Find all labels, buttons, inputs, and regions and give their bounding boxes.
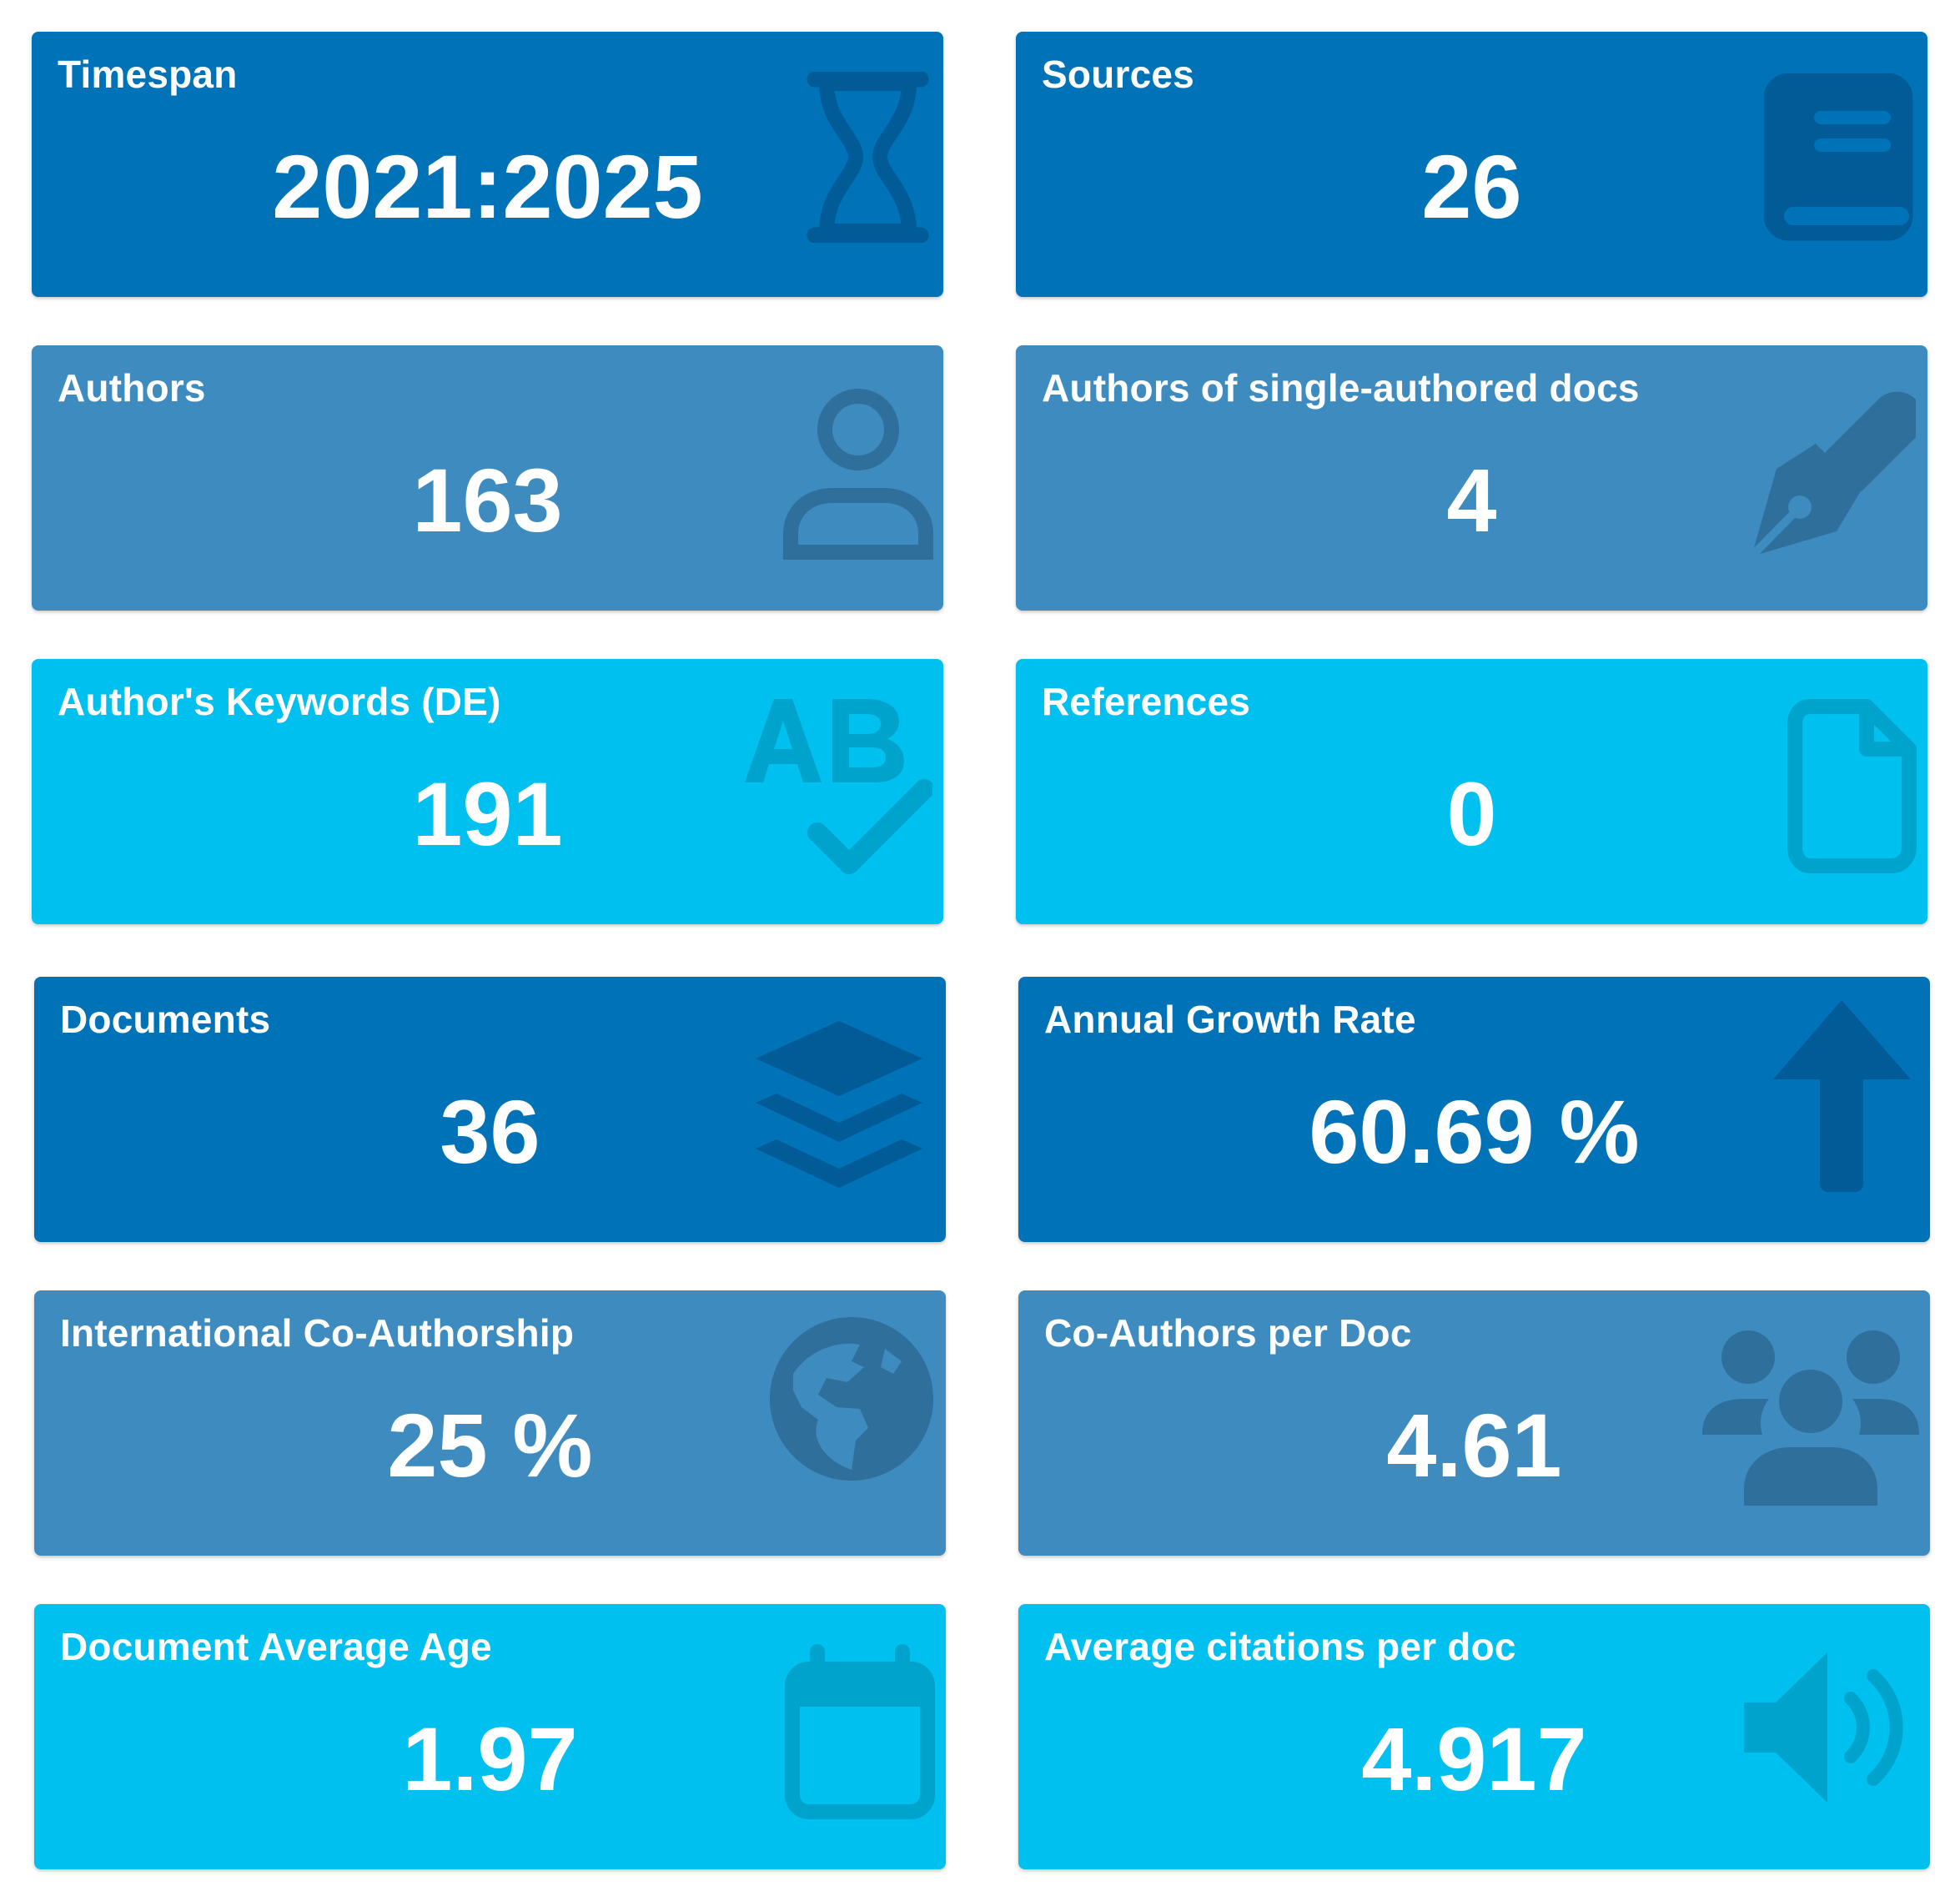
card-title: International Co-Authorship [60,1311,575,1355]
stat-card-timespan: Timespan 2021:2025 [32,32,943,297]
stat-card-intl-coauthorship: International Co-Authorship 25 % [34,1290,946,1556]
user-icon [782,385,934,561]
card-value: 60.69 % [1309,1081,1640,1182]
stat-card-coauthors-per-doc: Co-Authors per Doc 4.61 [1018,1290,1930,1556]
stat-card-documents: Documents 36 [34,977,946,1242]
card-value: 36 [440,1081,540,1182]
card-value: 191 [412,763,563,864]
arrow-up-icon [1773,1000,1911,1192]
card-title: Document Average Age [60,1625,492,1668]
calendar-icon [785,1644,935,1819]
layer-group-icon [751,1017,927,1192]
card-value: 1.97 [402,1708,578,1809]
card-title: Average citations per doc [1044,1625,1516,1668]
card-title: Documents [60,998,271,1041]
card-title: Annual Growth Rate [1044,998,1416,1041]
card-title: Authors [58,366,206,410]
card-value: 4.917 [1361,1708,1587,1809]
file-icon [1787,699,1917,874]
card-value: 0 [1446,763,1497,864]
stat-card-authors: Authors 163 [32,345,943,611]
stat-card-avg-citations: Average citations per doc 4.917 [1018,1604,1930,1869]
globe-americas-icon [768,1315,935,1482]
card-title: References [1042,680,1251,723]
stat-card-growth-rate: Annual Growth Rate 60.69 % [1018,977,1930,1242]
volume-up-icon [1744,1652,1911,1803]
stat-card-single-authored: Authors of single-authored docs 4 [1016,345,1927,611]
card-title: Sources [1042,53,1194,96]
pen-nib-icon [1745,385,1916,561]
card-value: 26 [1421,136,1522,237]
stat-card-references: References 0 [1016,659,1927,924]
users-icon [1702,1330,1919,1506]
stat-card-avg-age: Document Average Age 1.97 [34,1604,946,1869]
card-title: Author's Keywords (DE) [58,680,501,723]
hourglass-icon [803,72,932,243]
card-value: 163 [412,450,563,551]
spell-check-icon [741,699,932,874]
stat-card-sources: Sources 26 [1016,32,1927,297]
card-title: Co-Authors per Doc [1044,1311,1412,1355]
card-value: 4.61 [1386,1395,1562,1496]
stat-card-keywords: Author's Keywords (DE) 191 [32,659,943,924]
book-icon [1764,73,1914,244]
card-title: Timespan [58,53,238,96]
card-value: 4 [1446,450,1497,551]
card-value: 2021:2025 [272,136,703,237]
card-title: Authors of single-authored docs [1042,366,1640,410]
card-value: 25 % [387,1395,593,1496]
